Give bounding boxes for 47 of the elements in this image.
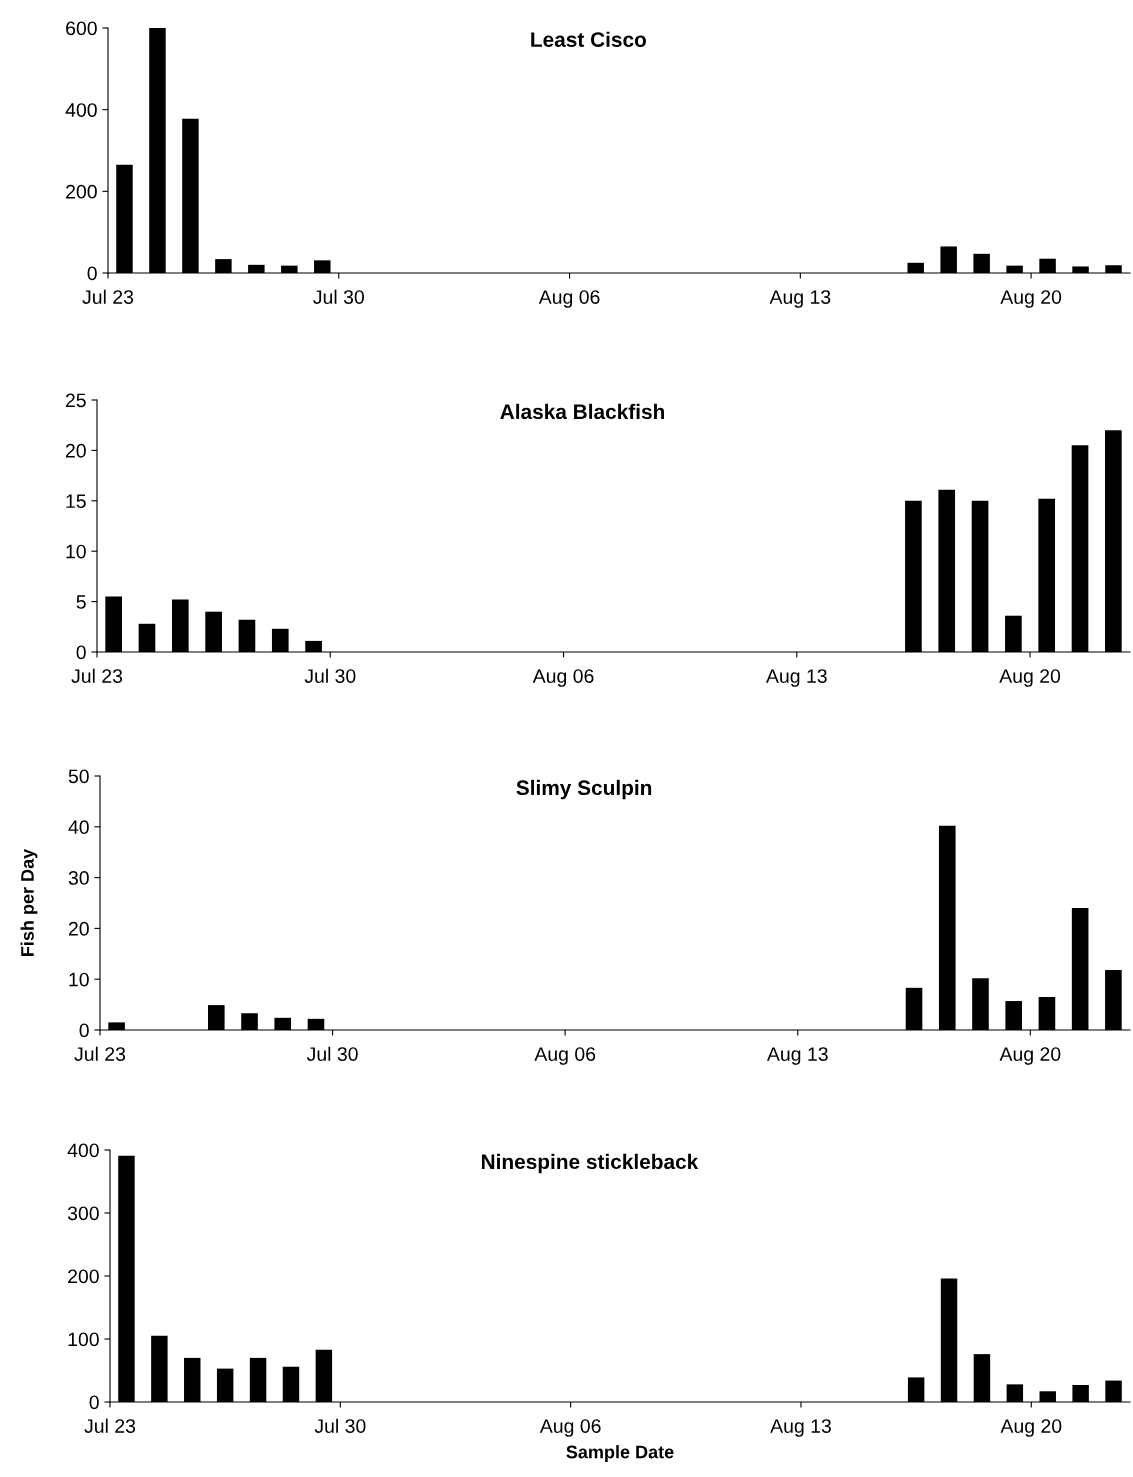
chart-title: Least Cisco bbox=[531, 31, 646, 47]
y-tick-label: 50 bbox=[68, 769, 89, 784]
x-axis-title: Sample Date bbox=[566, 1445, 674, 1462]
y-tick-label: 200 bbox=[68, 1269, 99, 1284]
x-tick-label: Aug 13 bbox=[769, 290, 831, 308]
y-axis-title: Fish per Day bbox=[20, 848, 38, 956]
y-tick-label: 0 bbox=[76, 645, 86, 660]
y-tick-label: 30 bbox=[68, 871, 89, 885]
y-tick-label: 600 bbox=[66, 21, 97, 36]
y-tick-label: 5 bbox=[76, 595, 86, 609]
y-tick-label: 0 bbox=[87, 266, 97, 281]
y-tick-label: 100 bbox=[68, 1332, 99, 1347]
x-tick-label: Aug 13 bbox=[770, 1419, 831, 1437]
x-tick-label: Aug 20 bbox=[999, 669, 1061, 687]
x-tick-label: Aug 06 bbox=[538, 290, 600, 308]
chart-title: Ninespine stickleback bbox=[481, 1153, 699, 1174]
y-tick-label: 0 bbox=[89, 1395, 99, 1410]
y-tick-label: 400 bbox=[65, 103, 97, 117]
y-tick-label: 0 bbox=[79, 1023, 89, 1038]
y-tick-label: 10 bbox=[66, 544, 86, 559]
chart-title: Slimy Sculpin bbox=[516, 779, 652, 800]
x-tick-label: Aug 13 bbox=[766, 1047, 828, 1065]
y-tick-label: 40 bbox=[68, 820, 89, 835]
y-tick-label: 300 bbox=[67, 1206, 99, 1221]
x-tick-label: Jul 30 bbox=[314, 1418, 366, 1433]
y-tick-label: 20 bbox=[65, 443, 86, 458]
x-tick-label: Jul 23 bbox=[71, 668, 123, 683]
x-tick-label: Jul 23 bbox=[82, 289, 134, 304]
x-tick-label: Aug 20 bbox=[1000, 1419, 1062, 1437]
x-tick-label: Aug 06 bbox=[532, 669, 594, 687]
y-tick-label: 200 bbox=[66, 184, 97, 199]
x-tick-label: Jul 23 bbox=[74, 1046, 126, 1061]
x-tick-label: Aug 13 bbox=[766, 669, 827, 687]
y-tick-label: 15 bbox=[66, 494, 86, 509]
y-tick-label: 10 bbox=[69, 972, 89, 987]
x-tick-label: Aug 06 bbox=[534, 1047, 596, 1065]
y-tick-label: 25 bbox=[65, 393, 86, 408]
chart-title: Alaska Blackfish bbox=[500, 403, 665, 420]
x-tick-label: Jul 30 bbox=[304, 668, 356, 683]
y-tick-label: 400 bbox=[67, 1143, 99, 1158]
x-tick-label: Jul 30 bbox=[313, 289, 364, 304]
y-tick-label: 20 bbox=[68, 921, 89, 936]
x-tick-label: Aug 20 bbox=[1000, 290, 1062, 308]
x-tick-label: Jul 23 bbox=[84, 1418, 136, 1433]
x-tick-label: Aug 06 bbox=[539, 1419, 601, 1437]
x-tick-label: Aug 20 bbox=[999, 1047, 1061, 1065]
x-tick-label: Jul 30 bbox=[306, 1046, 358, 1061]
